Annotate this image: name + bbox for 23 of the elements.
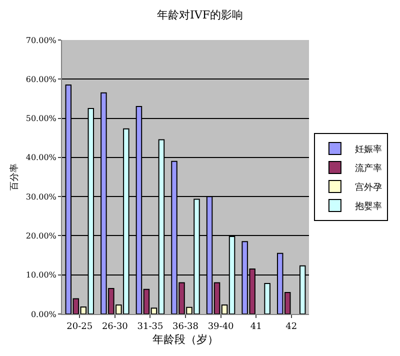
y-tick-label: 30.00% [26,192,57,202]
x-tick-label: 36-38 [172,322,199,332]
x-tick-label: 41 [250,322,262,332]
y-tick-label: 10.00% [26,270,57,280]
y-tick-label: 60.00% [26,74,57,84]
x-tick-label: 20-25 [66,322,93,332]
x-axis-title: 年龄段（岁） [152,333,218,346]
legend-label: 流产率 [354,163,382,174]
x-tick-label: 31-35 [137,322,164,332]
x-tick-label: 26-30 [102,322,128,332]
y-axis-title: 百分率 [9,164,20,190]
y-tick-label: 0.00% [30,310,57,319]
x-tick-label: 42 [286,322,298,332]
x-tick-label: 39-40 [208,322,234,332]
chart-title: 年龄对IVF的影响 [157,8,243,22]
legend-label: 抱婴率 [354,201,382,212]
bar [264,282,270,314]
y-tick-label: 20.00% [26,232,57,241]
y-tick-label: 50.00% [26,114,57,124]
y-tick-label: 40.00% [26,153,57,162]
y-tick-label: 70.00% [26,36,57,45]
legend-label: 宫外孕 [354,182,382,194]
legend-label: 妊娠率 [354,144,382,156]
